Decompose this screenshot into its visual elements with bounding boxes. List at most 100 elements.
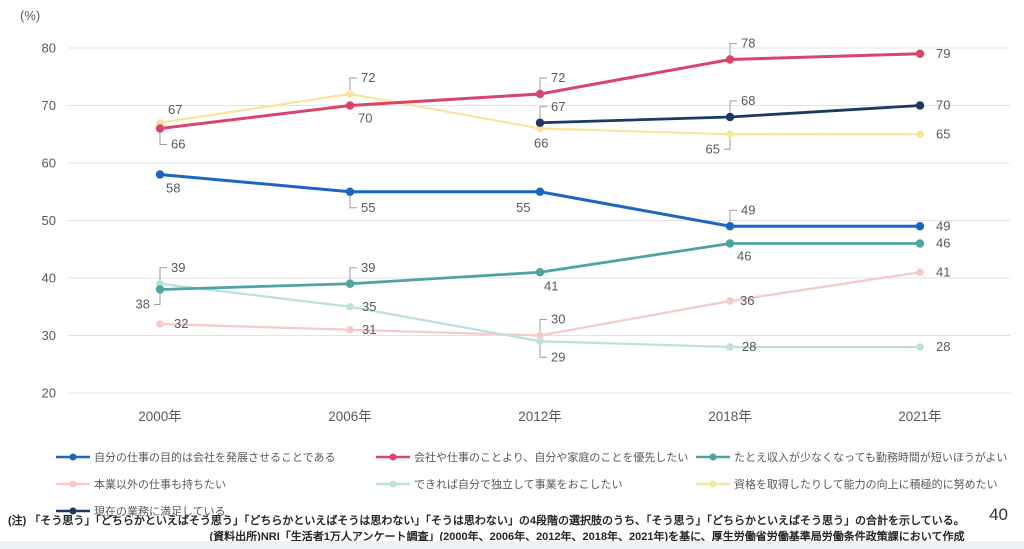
data-point-marker [725,55,735,64]
data-point-marker [536,337,544,346]
series-line [159,242,920,291]
legend-marker-icon [56,453,90,460]
data-label: 67 [168,102,182,117]
data-label: 49 [741,202,755,217]
legend-marker-icon [376,480,410,487]
x-tick-label: 2000年 [138,409,182,424]
data-label: 66 [171,137,185,152]
data-point-marker [915,239,925,248]
label-leader-line [539,345,547,358]
data-point-marker [535,187,545,196]
data-label: 41 [544,278,558,293]
bottom-strip [0,541,1024,549]
legend-marker-icon [56,480,90,487]
y-tick-label: 70 [42,98,56,113]
legend-dot [69,480,77,487]
data-point-marker [156,279,164,288]
x-tick-label: 2018年 [708,409,752,424]
data-point-marker [345,101,355,110]
data-label: 41 [936,264,950,279]
data-label: 72 [551,70,565,85]
data-label: 32 [174,316,188,331]
legend-item: 本業以外の仕事も持ちたい [55,476,375,492]
data-point-marker [156,118,164,127]
data-point-marker [345,187,355,196]
data-point-marker [535,89,545,99]
data-point-marker [916,343,924,351]
label-leader-line [154,293,161,305]
legend-marker-icon [376,453,410,460]
label-leader-line [539,77,547,90]
label-leader-line [349,77,357,90]
legend-marker-icon [56,507,90,514]
data-point-marker [156,320,164,328]
data-point-marker [915,222,925,231]
data-label: 30 [551,312,565,327]
data-point-marker [346,302,354,311]
x-tick-label: 2012年 [518,409,562,424]
data-label: 72 [361,70,375,85]
series-line [159,173,920,228]
legend-label: 現在の業務に満足している [94,505,226,518]
legend-label: 会社や仕事のことより、自分や家庭のことを優先したい [414,451,689,464]
page-number: 40 [989,505,1008,524]
data-point-marker [535,118,545,127]
data-point-marker [346,90,354,98]
data-point-marker [915,49,925,58]
legend-dot [69,507,77,514]
legend-dot [709,453,717,460]
legend-item: できれば自分で独立して事業をおこしたい [375,476,695,492]
legend-marker-icon [696,480,730,487]
y-tick-label: 50 [42,213,56,228]
data-label: 65 [706,141,720,156]
label-leader-line [159,132,167,145]
data-point-marker [155,285,165,294]
data-label: 29 [551,349,565,364]
data-label: 28 [742,339,756,354]
data-label: 39 [171,260,185,275]
data-point-marker [536,124,544,133]
legend-item: 会社や仕事のことより、自分や家庭のことを優先したい [375,449,695,465]
label-leader-line [349,267,357,280]
data-point-marker [915,101,925,110]
data-point-marker [725,112,735,122]
y-tick-label: 40 [42,271,56,286]
legend-label: できれば自分で独立して事業をおこしたい [414,478,623,491]
legend-dot [389,480,397,487]
x-tick-label: 2021年 [898,409,942,424]
data-point-marker [155,124,165,133]
data-point-marker [725,222,735,231]
data-point-marker [346,325,354,334]
data-label: 36 [740,293,754,308]
y-tick-label: 20 [42,386,56,401]
data-label: 31 [362,322,376,337]
data-point-marker [726,297,734,305]
data-label: 66 [534,136,548,151]
legend-label: 自分の仕事の目的は会社を発展させることである [94,451,336,464]
footnote-source: (資料出所)NRI「生活者1万人アンケート調査」(2000年、2006年、201… [209,531,965,543]
legend-marker-icon [696,453,730,460]
y-tick-label: 80 [42,41,56,56]
y-axis-unit-label: (%) [20,8,41,23]
legend-label: 資格を取得したりして能力の向上に積極的に努めたい [734,478,998,491]
data-label: 67 [551,99,565,114]
data-label: 79 [936,46,950,61]
data-point-marker [916,268,924,277]
data-label: 70 [358,111,372,126]
footnote-note: (注) 「そう思う」「どちらかといえばそう思う」「どちらかといえばそうは思わない… [8,515,965,527]
label-leader-line [349,195,357,209]
data-label: 78 [741,36,755,51]
data-point-marker [726,130,734,139]
data-label: 46 [936,236,950,251]
label-leader-line [729,209,737,223]
data-label: 55 [361,200,375,215]
legend-label: たとえ収入が少なくなっても勤務時間が短いほうがよい [734,451,1008,464]
data-point-marker [726,343,734,351]
data-label: 65 [936,126,950,141]
data-label: 58 [166,181,180,196]
legend-item: 自分の仕事の目的は会社を発展させることである [55,449,375,465]
data-label: 38 [136,297,150,312]
line-chart: 20 30 40 50 60 70 80 2000年 2006年 2012年 2018年 2021年 3… [42,36,1010,424]
legend-item: 現在の業務に満足している [55,503,375,519]
